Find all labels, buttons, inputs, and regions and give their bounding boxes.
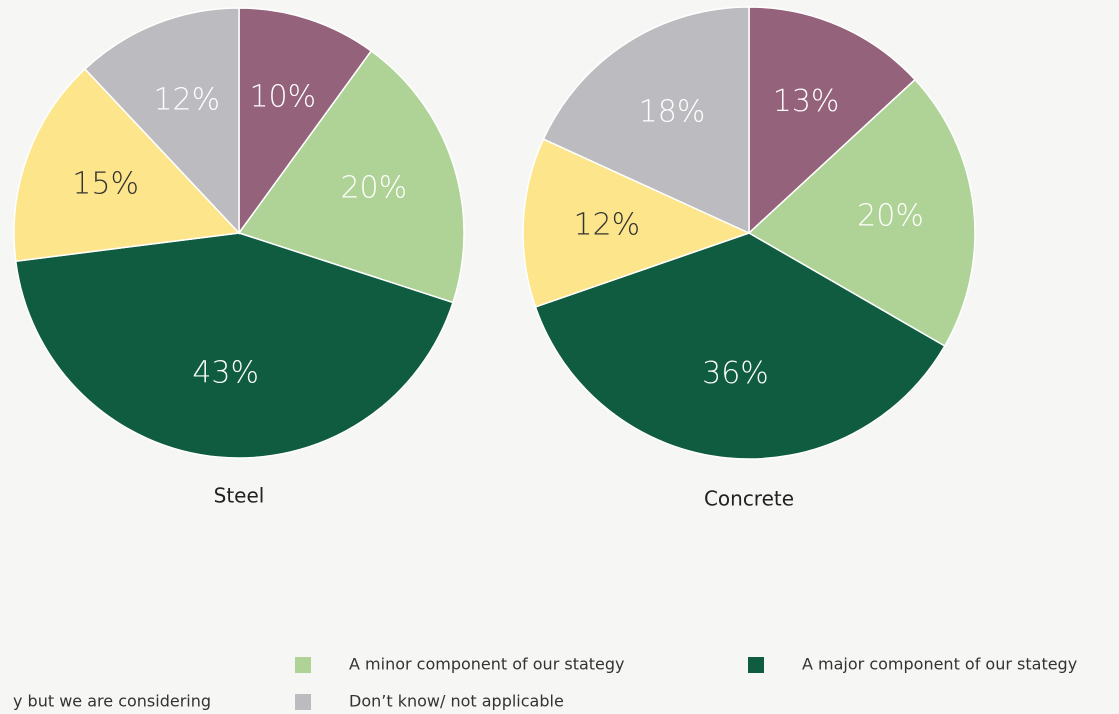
legend-label: y but we are considering bbox=[13, 692, 211, 711]
slice-label: 20% bbox=[857, 199, 924, 234]
pie-slice bbox=[13, 67, 241, 263]
pie-slice bbox=[14, 232, 454, 459]
legend-label: A major component of our stategy bbox=[802, 655, 1077, 674]
slice-label: 13% bbox=[773, 84, 840, 119]
pie-slice bbox=[534, 232, 946, 460]
legend-label: A minor component of our stategy bbox=[349, 655, 625, 674]
pie-slice bbox=[238, 7, 373, 236]
slice-label: 12% bbox=[153, 83, 220, 118]
legend-swatch bbox=[295, 694, 311, 710]
pie-slice bbox=[542, 6, 750, 235]
legend-label: Don’t know/ not applicable bbox=[349, 692, 564, 711]
legend-swatch bbox=[748, 657, 764, 673]
pie-slice bbox=[237, 49, 465, 304]
pie-slice bbox=[747, 78, 976, 348]
slice-label: 18% bbox=[639, 95, 706, 130]
pie-title: Concrete bbox=[704, 487, 794, 511]
slice-label: 12% bbox=[573, 208, 640, 243]
slice-label: 36% bbox=[702, 356, 769, 391]
slice-label: 10% bbox=[249, 80, 316, 115]
pie-title: Steel bbox=[214, 484, 265, 508]
legend-swatch bbox=[295, 657, 311, 673]
pie-slice bbox=[83, 7, 240, 235]
pie-slice bbox=[522, 138, 752, 308]
slice-label: 20% bbox=[340, 171, 407, 206]
pie-slice bbox=[748, 6, 917, 235]
slice-label: 15% bbox=[72, 166, 139, 201]
slice-label: 43% bbox=[192, 356, 259, 391]
